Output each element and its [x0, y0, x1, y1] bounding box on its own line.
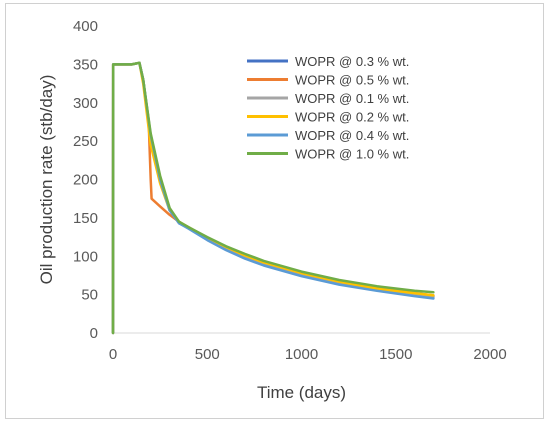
- x-axis-ticks: 0 500 1000 1500 2000: [109, 346, 507, 363]
- y-tick-label: 400: [73, 18, 98, 35]
- legend: WOPR @ 0.3 % wt. WOPR @ 0.5 % wt. WOPR @ 0…: [247, 54, 409, 162]
- y-axis-ticks: 0 50 100 150 200 250 300 350 400: [73, 18, 98, 342]
- x-tick-label: 1500: [379, 346, 412, 363]
- y-tick-label: 100: [73, 248, 98, 265]
- legend-label-3: WOPR @ 0.1 % wt.: [295, 91, 409, 106]
- y-tick-label: 200: [73, 172, 98, 189]
- y-tick-label: 0: [90, 325, 98, 342]
- chart-frame: [5, 3, 544, 419]
- x-tick-label: 500: [195, 346, 220, 363]
- x-tick-label: 0: [109, 346, 117, 363]
- y-tick-label: 150: [73, 210, 98, 227]
- series-lines: [111, 61, 435, 335]
- legend-label-5: WOPR @ 0.4 % wt.: [295, 128, 409, 143]
- x-axis-title: Time (days): [257, 383, 346, 402]
- series-line-6: [111, 61, 435, 335]
- x-tick-label: 1000: [285, 346, 318, 363]
- y-tick-label: 300: [73, 95, 98, 112]
- y-tick-label: 50: [81, 287, 98, 304]
- y-tick-label: 250: [73, 133, 98, 150]
- x-tick-label: 2000: [473, 346, 506, 363]
- y-tick-label: 350: [73, 56, 98, 73]
- legend-label-6: WOPR @ 1.0 % wt.: [295, 147, 409, 162]
- legend-label-1: WOPR @ 0.3 % wt.: [295, 54, 409, 69]
- y-axis-title: Oil production rate (stb/day): [37, 75, 56, 285]
- legend-label-2: WOPR @ 0.5 % wt.: [295, 73, 409, 88]
- legend-label-4: WOPR @ 0.2 % wt.: [295, 110, 409, 125]
